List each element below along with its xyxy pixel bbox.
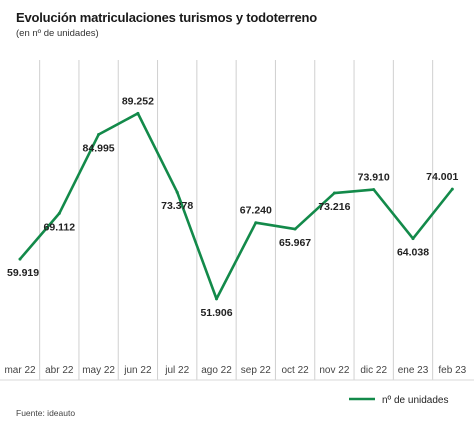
data-label: 73.216: [318, 201, 350, 213]
x-tick-label: sep 22: [241, 365, 271, 376]
x-tick-label: feb 23: [438, 365, 466, 376]
data-point: [254, 221, 258, 225]
series-line: [18, 112, 454, 301]
data-label: 51.906: [200, 307, 232, 319]
data-label: 67.240: [240, 205, 272, 217]
data-point: [215, 297, 218, 301]
x-tick-label: ago 22: [201, 365, 232, 376]
x-tick-label: mar 22: [4, 365, 36, 376]
x-tick-label: jun 22: [123, 365, 152, 376]
data-point: [332, 191, 336, 195]
legend-label: nº de unidades: [382, 395, 448, 406]
chart-subtitle: (en nº de unidades): [16, 28, 99, 39]
data-label: 65.967: [279, 237, 311, 249]
x-tick-label: oct 22: [281, 365, 309, 376]
data-label: 84.995: [83, 143, 115, 155]
data-label: 74.001: [426, 171, 458, 183]
data-label: 69.112: [44, 221, 76, 233]
data-point: [372, 188, 376, 192]
x-tick-label: may 22: [82, 365, 115, 376]
data-point: [18, 257, 22, 261]
chart-title: Evolución matriculaciones turismos y tod…: [16, 10, 318, 25]
x-tick-label: dic 22: [360, 365, 387, 376]
data-label: 59.919: [7, 267, 39, 279]
data-label: 64.038: [397, 247, 429, 259]
data-point: [175, 190, 179, 194]
data-point: [136, 111, 140, 115]
data-point: [97, 133, 101, 137]
data-label: 73.378: [161, 200, 193, 212]
data-label: 73.910: [358, 172, 390, 184]
data-point: [293, 227, 297, 231]
data-point: [450, 187, 454, 191]
x-tick-label: ene 23: [398, 365, 429, 376]
x-tick-label: abr 22: [45, 365, 74, 376]
chart-source: Fuente: ideauto: [16, 408, 76, 418]
x-tick-label: jul 22: [164, 365, 189, 376]
data-point: [411, 237, 415, 241]
data-point: [57, 211, 61, 215]
x-tick-label: nov 22: [319, 365, 349, 376]
data-label: 89.252: [122, 95, 154, 107]
